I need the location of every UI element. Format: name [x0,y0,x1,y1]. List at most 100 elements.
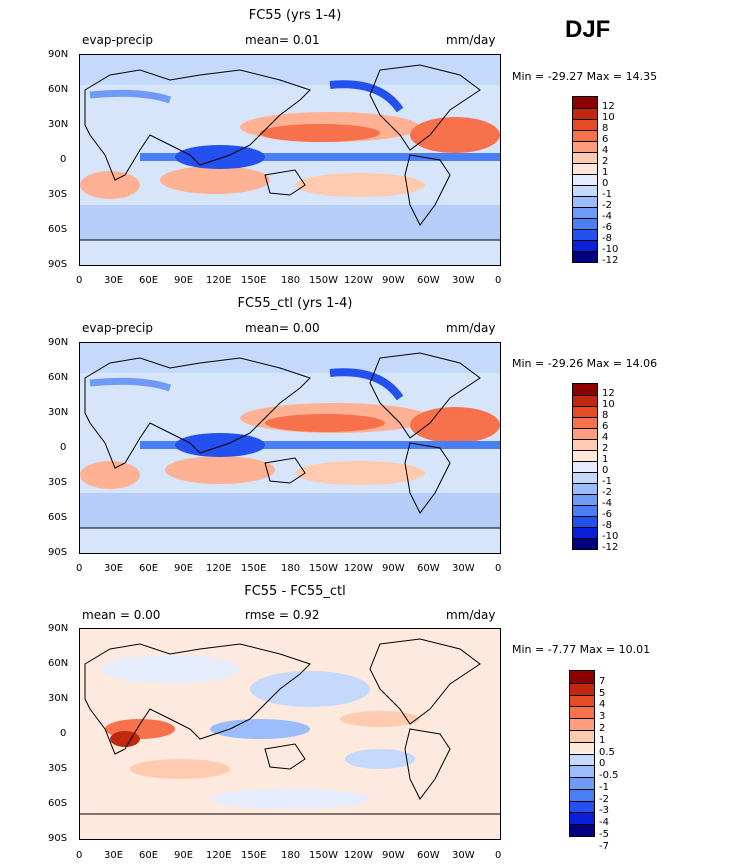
x-tick: 60E [139,563,159,574]
x-tick: 0 [76,850,83,861]
colorbar-label: 6 [602,421,609,432]
colorbar-swatch [573,163,597,174]
y-tick: 0 [60,154,67,165]
colorbar-label: 5 [599,687,606,699]
y-tick: 90N [48,623,69,634]
y-tick: 90S [48,547,68,558]
colorbar-label: 1 [602,167,609,178]
colorbar-label: -4 [602,211,612,222]
colorbar-label: -4 [602,498,612,509]
colorbar-swatch [573,417,597,428]
y-tick: 90N [48,337,69,348]
colorbar-swatch [573,130,597,141]
min-max-label: Min = -29.26 Max = 14.06 [512,357,658,370]
colorbar-label: -2 [602,200,612,211]
colorbar-label: -12 [602,255,619,266]
y-tick: 60N [48,372,69,383]
colorbar-swatch [573,461,597,472]
units-label: mm/day [446,321,496,335]
colorbar [572,383,598,550]
colorbar-label: 1 [599,734,606,746]
x-tick: 180 [281,275,301,286]
y-tick: 60S [48,224,68,235]
colorbar-label: -8 [602,233,612,244]
colorbar-label: 10 [602,112,615,123]
colorbar-swatch [573,505,597,516]
colorbar-swatch [573,483,597,494]
diff-negative-region [210,789,370,809]
colorbar-swatch [573,207,597,218]
colorbar-label: -10 [602,531,619,542]
min-max-label: Min = -7.77 Max = 10.01 [512,643,651,656]
maritime-continent-negative [175,145,265,169]
y-tick: 90S [48,833,68,844]
colorbar-label: 0 [602,465,609,476]
x-tick: 180 [281,850,301,861]
variable-label: evap-precip [82,33,154,47]
colorbar [569,670,595,837]
diff-negative-region [250,671,370,707]
season-label: DJF [565,16,611,43]
south-indian-positive [165,456,275,484]
y-tick: 90N [48,49,69,60]
colorbar-label: -1 [602,476,612,487]
variable-label: evap-precip [82,321,154,335]
x-tick: 120W [344,275,373,286]
colorbar [572,96,598,263]
colorbar-swatch [570,718,594,730]
x-tick: 150W [309,850,338,861]
diff-negative-region [210,719,310,739]
colorbar-label: -12 [602,542,619,553]
colorbar-label: -4 [599,817,609,829]
units-label: mm/day [446,608,496,622]
map-svg [80,629,500,839]
x-tick: 30E [104,275,124,286]
mean-label: mean= 0.01 [245,33,320,47]
y-tick: 60S [48,512,68,523]
x-tick: 90W [382,563,405,574]
colorbar-swatch [573,174,597,185]
x-tick: 60W [417,563,440,574]
colorbar-swatch [573,196,597,207]
colorbar-label: 3 [599,711,606,723]
colorbar-label: -10 [602,244,619,255]
diff-positive-region [340,711,420,727]
maritime-continent-negative [175,433,265,457]
x-tick: 120E [206,850,232,861]
colorbar-label: -8 [602,520,612,531]
map-plot [79,628,501,840]
colorbar-swatch [570,671,594,683]
y-tick: 0 [60,728,67,739]
colorbar-swatch [570,788,594,801]
colorbar-swatch [570,682,594,695]
diff-negative-region [100,655,240,683]
map-svg [80,343,500,553]
colorbar-label: 4 [602,145,609,156]
panel-title: FC55 (yrs 1-4) [248,8,342,23]
x-tick: 60W [417,275,440,286]
coastlines [80,352,500,529]
south-pacific-positive [295,173,425,197]
rmse-label: rmse = 0.92 [245,608,320,622]
x-tick: 0 [76,275,83,286]
colorbar-swatch [570,741,594,754]
x-tick: 30W [452,850,475,861]
y-tick: 30S [48,477,68,488]
diff-negative-region [345,749,415,769]
colorbar-label: 4 [599,699,606,711]
colorbar-swatch [570,753,594,766]
arctic-band [80,343,500,373]
x-tick: 30E [104,563,124,574]
colorbar-label: -1 [599,781,609,793]
y-tick: 90S [48,259,68,270]
x-tick: 90E [174,275,194,286]
colorbar-swatch [573,185,597,196]
x-tick: 30W [452,563,475,574]
colorbar-swatch [570,706,594,719]
colorbar-swatch [573,395,597,406]
colorbar-swatch [573,527,597,538]
x-tick: 90W [382,850,405,861]
colorbar-swatch [573,538,597,549]
north-pacific-subtropical-core [265,414,385,432]
colorbar-swatch [573,141,597,152]
